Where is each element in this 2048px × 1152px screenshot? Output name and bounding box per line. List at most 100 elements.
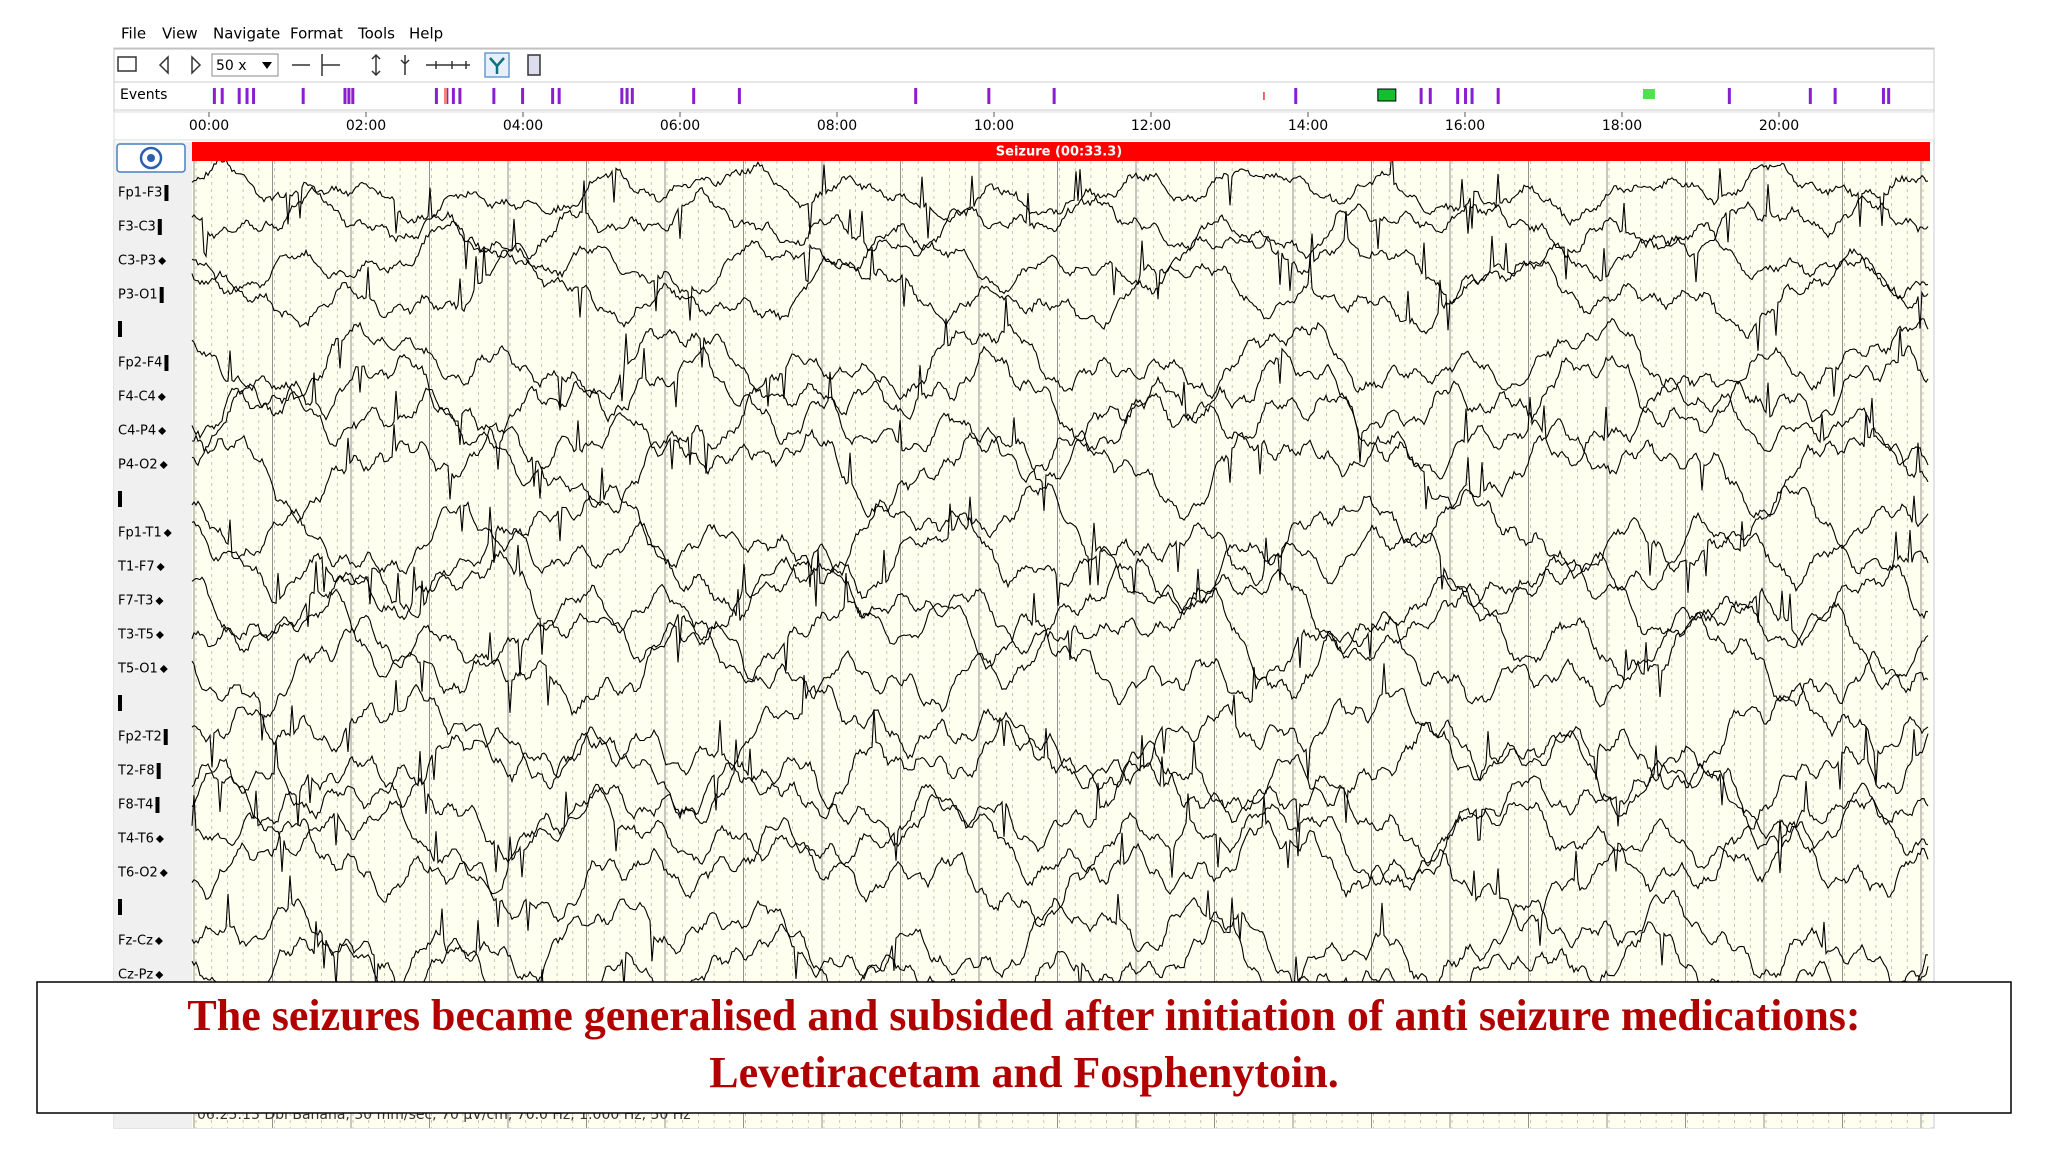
channel-label: Fp2-F4: [118, 356, 162, 371]
group-marker: [118, 321, 122, 337]
channel-label: P3-O1: [118, 288, 158, 303]
channel-label: Fp1-T1: [118, 526, 162, 541]
menu-item[interactable]: Navigate: [213, 25, 280, 43]
zoom-select[interactable]: [211, 53, 279, 77]
amplitude-button[interactable]: [371, 53, 381, 77]
event-marker: [620, 88, 624, 104]
eeg-trace: [191, 503, 1929, 621]
event-marker: [1419, 88, 1423, 104]
eeg-trace: [191, 897, 1929, 1031]
time-label: 20:00: [1759, 118, 1799, 134]
timeline-ticks: 00:00 02:00 04:00 06:00 08:00 10:00 12:00 14:00…: [189, 112, 1799, 134]
event-marker: [1642, 89, 1655, 99]
channel-label: T2-F8: [117, 764, 155, 779]
event-marker: [987, 88, 991, 104]
timeline: [113, 111, 1935, 141]
event-marker: [237, 88, 241, 104]
eeg-trace: [191, 297, 1929, 411]
channel-label: Cz-Pz: [118, 968, 153, 983]
channel-marker: [157, 393, 166, 401]
channel-label: F4-C4: [118, 390, 156, 405]
channel-label: T6-O2: [117, 866, 158, 881]
time-button[interactable]: [426, 61, 470, 69]
eeg-trace: [191, 328, 1929, 470]
event-marker: [444, 88, 448, 104]
event-marker: [1887, 88, 1891, 104]
dropdown-arrow: [262, 62, 272, 69]
channel-labels: Fp1-F3 F3-C3 C3-P3 P3-O1 Fp2-F4 F4-C4 C4-P4 P4-…: [117, 185, 172, 983]
eeg-trace: [191, 457, 1929, 607]
seizure-label: Seizure (00:33.3): [996, 145, 1122, 160]
channel-marker: [158, 257, 167, 265]
channel-marker: [159, 461, 168, 469]
menu-item[interactable]: Help: [409, 25, 443, 43]
event-marker: [351, 88, 355, 104]
channel-marker: [155, 835, 164, 843]
amplitude-button[interactable]: [400, 55, 410, 75]
event-marker: [1428, 88, 1432, 104]
event-marker: [434, 88, 438, 104]
channel-marker: [164, 185, 169, 201]
channel-marker: [155, 971, 164, 979]
menu-item[interactable]: File: [121, 25, 146, 43]
menu-item[interactable]: Tools: [357, 25, 395, 43]
scale-button[interactable]: [292, 54, 340, 76]
channel-label: C3-P3: [118, 254, 156, 269]
event-marker: [220, 88, 224, 104]
channel-label: P4-O2: [118, 458, 158, 473]
channel-label: F3-C3: [118, 220, 156, 235]
eeg-trace: [191, 377, 1929, 511]
channel-label: F8-T4: [118, 798, 153, 813]
channel-panel: [114, 142, 192, 1128]
montage-button[interactable]: [527, 54, 541, 76]
time-label: 08:00: [817, 118, 857, 134]
time-label: 06:00: [660, 118, 700, 134]
open-button[interactable]: [117, 56, 137, 72]
channel-marker: [159, 869, 168, 877]
prev-button[interactable]: [158, 55, 169, 75]
time-label: 16:00: [1445, 118, 1485, 134]
eeg-trace: [191, 561, 1929, 691]
seizure-banner: [192, 142, 1930, 161]
icon: [139, 146, 163, 170]
time-label: 02:00: [346, 118, 386, 134]
menu-item[interactable]: Format: [290, 25, 343, 43]
channel-marker: [155, 631, 164, 639]
event-marker: [521, 88, 525, 104]
event-marker: [1052, 88, 1056, 104]
channel-marker: [157, 219, 162, 235]
event-marker: [212, 88, 216, 104]
menu-item[interactable]: View: [162, 25, 198, 43]
event-marker: [551, 88, 555, 104]
eeg-trace: [191, 875, 1929, 992]
event-markers: [212, 88, 1891, 104]
event-marker: [1496, 88, 1500, 104]
event-marker: [301, 88, 305, 104]
next-button[interactable]: [191, 55, 202, 75]
caption-line: The seizures became generalised and subs…: [187, 991, 1860, 1040]
event-marker: [1464, 88, 1468, 104]
channel-label: F7-T3: [118, 594, 153, 609]
eeg-trace: [191, 735, 1929, 873]
event-marker: [1294, 88, 1298, 104]
channel-marker: [158, 427, 167, 435]
group-marker: [118, 491, 122, 507]
eeg-trace: [191, 210, 1929, 331]
event-marker: [1808, 88, 1812, 104]
channel-marker: [156, 563, 165, 571]
event-marker: [1262, 92, 1265, 100]
channel-label: Fp2-T2: [118, 730, 162, 745]
events-label: Events: [120, 87, 167, 103]
time-label: 00:00: [189, 118, 229, 134]
event-marker: [557, 88, 561, 104]
time-label: 10:00: [974, 118, 1014, 134]
time-label: 12:00: [1131, 118, 1171, 134]
group-marker: [118, 695, 122, 711]
channel-marker: [159, 665, 168, 673]
event-marker: [252, 88, 256, 104]
event-marker: [1833, 88, 1837, 104]
event-marker: [451, 88, 455, 104]
time-label: 14:00: [1288, 118, 1328, 134]
